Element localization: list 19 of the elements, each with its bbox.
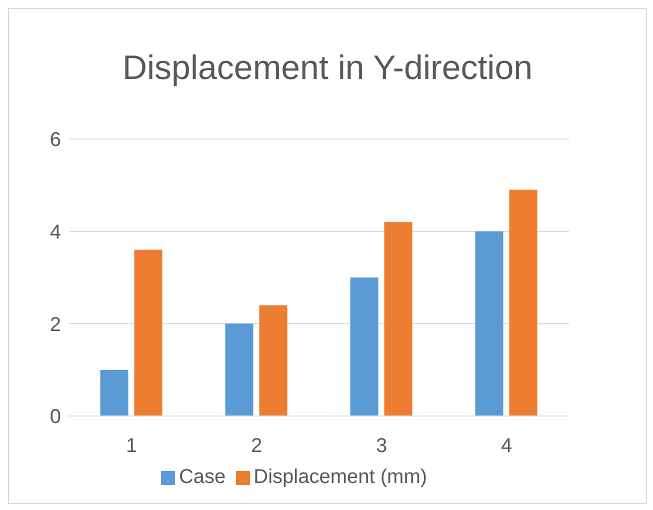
y-tick-label: 2 xyxy=(50,314,61,336)
chart-title: Displacement in Y-direction xyxy=(121,48,534,89)
bar xyxy=(475,231,504,416)
bar xyxy=(509,190,538,416)
bar xyxy=(134,250,162,416)
y-tick-label: 6 xyxy=(50,129,61,152)
y-tick-label: 0 xyxy=(50,406,61,428)
legend-label: Case xyxy=(178,466,226,488)
bar xyxy=(384,222,412,416)
bar xyxy=(225,324,254,416)
bar xyxy=(100,370,128,416)
x-tick-label: 2 xyxy=(250,435,262,458)
x-tick-label: 3 xyxy=(376,435,388,458)
x-tick-label: 4 xyxy=(500,435,512,458)
bar xyxy=(350,278,378,416)
bar xyxy=(259,305,288,416)
x-tick-label: 1 xyxy=(126,435,138,458)
legend-label: Displacement (mm) xyxy=(254,466,428,488)
y-tick-label: 4 xyxy=(50,221,61,244)
